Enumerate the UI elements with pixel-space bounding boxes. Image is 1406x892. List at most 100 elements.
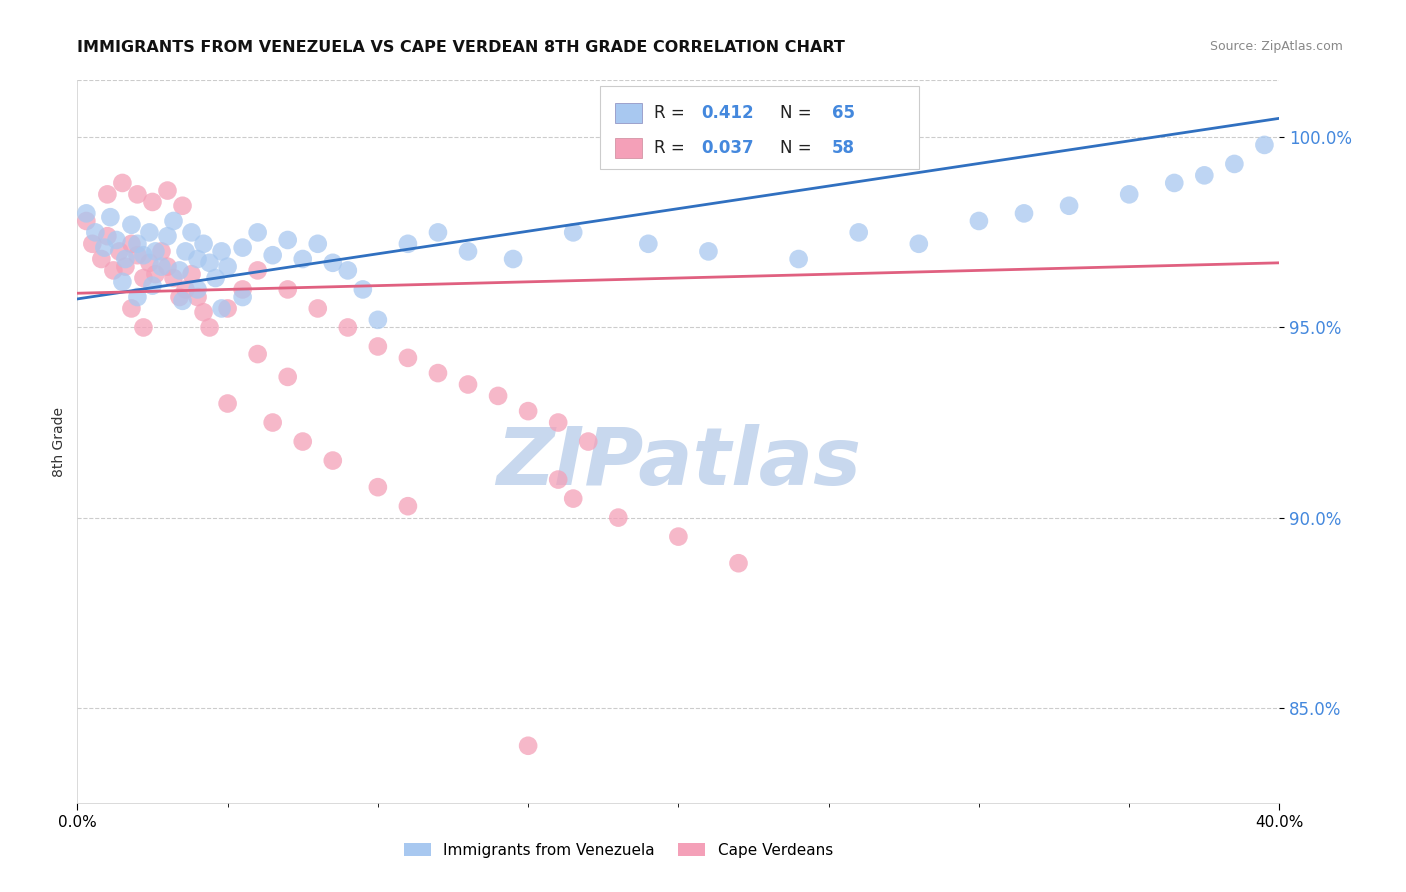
Point xyxy=(517,404,540,418)
Point xyxy=(562,491,585,506)
Point xyxy=(162,214,184,228)
Point xyxy=(232,290,254,304)
Point xyxy=(114,260,136,274)
Point xyxy=(396,499,419,513)
Point xyxy=(262,248,284,262)
Text: R =: R = xyxy=(654,103,689,121)
Point xyxy=(193,236,215,251)
Point xyxy=(100,210,122,224)
Point xyxy=(162,271,184,285)
Point xyxy=(193,305,215,319)
Point xyxy=(172,293,194,308)
Point xyxy=(547,416,569,430)
Text: R =: R = xyxy=(654,139,689,157)
Point xyxy=(111,275,134,289)
Point xyxy=(457,244,479,259)
Point xyxy=(367,313,389,327)
Bar xyxy=(614,103,641,123)
Point xyxy=(787,252,810,266)
Point xyxy=(105,233,128,247)
Point xyxy=(141,278,163,293)
Point xyxy=(637,236,659,251)
Point xyxy=(108,244,131,259)
Point xyxy=(120,236,142,251)
Point xyxy=(127,248,149,262)
Point xyxy=(132,320,155,334)
Point xyxy=(336,320,359,334)
Point xyxy=(1223,157,1246,171)
Point xyxy=(576,434,599,449)
Point xyxy=(562,226,585,240)
Y-axis label: 8th Grade: 8th Grade xyxy=(52,407,66,476)
Point xyxy=(138,256,160,270)
Point xyxy=(82,236,104,251)
Point xyxy=(668,530,690,544)
Point xyxy=(307,236,329,251)
Point xyxy=(232,241,254,255)
Point xyxy=(547,473,569,487)
Point xyxy=(169,263,191,277)
Point xyxy=(1163,176,1185,190)
Text: N =: N = xyxy=(780,103,817,121)
Point xyxy=(127,187,149,202)
Point xyxy=(291,434,314,449)
Point xyxy=(169,290,191,304)
Point xyxy=(211,244,233,259)
Point xyxy=(90,252,112,266)
Point xyxy=(75,206,97,220)
Text: N =: N = xyxy=(780,139,817,157)
Text: IMMIGRANTS FROM VENEZUELA VS CAPE VERDEAN 8TH GRADE CORRELATION CHART: IMMIGRANTS FROM VENEZUELA VS CAPE VERDEA… xyxy=(77,40,845,55)
Point xyxy=(111,176,134,190)
Point xyxy=(127,290,149,304)
Text: 65: 65 xyxy=(831,103,855,121)
Point xyxy=(186,290,209,304)
Legend: Immigrants from Venezuela, Cape Verdeans: Immigrants from Venezuela, Cape Verdeans xyxy=(398,837,839,863)
Point xyxy=(156,229,179,244)
Point xyxy=(246,263,269,277)
Point xyxy=(156,260,179,274)
Point xyxy=(1057,199,1080,213)
Point xyxy=(367,339,389,353)
Point xyxy=(132,248,155,262)
Point xyxy=(457,377,479,392)
Point xyxy=(120,301,142,316)
Point xyxy=(427,366,450,380)
Point xyxy=(180,267,202,281)
Point xyxy=(336,263,359,277)
Point xyxy=(1253,137,1275,152)
Point xyxy=(322,256,344,270)
Point xyxy=(396,351,419,365)
Point xyxy=(150,260,173,274)
Point xyxy=(103,263,125,277)
Text: ZIPatlas: ZIPatlas xyxy=(496,425,860,502)
Point xyxy=(246,226,269,240)
Point xyxy=(138,226,160,240)
Point xyxy=(291,252,314,266)
Point xyxy=(322,453,344,467)
Point xyxy=(127,236,149,251)
Point xyxy=(307,301,329,316)
Point xyxy=(217,396,239,410)
Point xyxy=(727,556,749,570)
Point xyxy=(156,184,179,198)
Point xyxy=(96,229,118,244)
Point xyxy=(120,218,142,232)
Point xyxy=(277,370,299,384)
Point xyxy=(1194,169,1216,183)
Point xyxy=(367,480,389,494)
Point xyxy=(217,260,239,274)
Point xyxy=(96,187,118,202)
Point xyxy=(204,271,226,285)
Point xyxy=(84,226,107,240)
Point xyxy=(277,233,299,247)
Point xyxy=(198,256,221,270)
Point xyxy=(150,244,173,259)
Point xyxy=(211,301,233,316)
Point xyxy=(352,282,374,296)
Point xyxy=(198,320,221,334)
Point xyxy=(217,301,239,316)
Point xyxy=(174,244,197,259)
Text: 0.412: 0.412 xyxy=(702,103,755,121)
Point xyxy=(396,236,419,251)
Text: Source: ZipAtlas.com: Source: ZipAtlas.com xyxy=(1209,40,1343,54)
